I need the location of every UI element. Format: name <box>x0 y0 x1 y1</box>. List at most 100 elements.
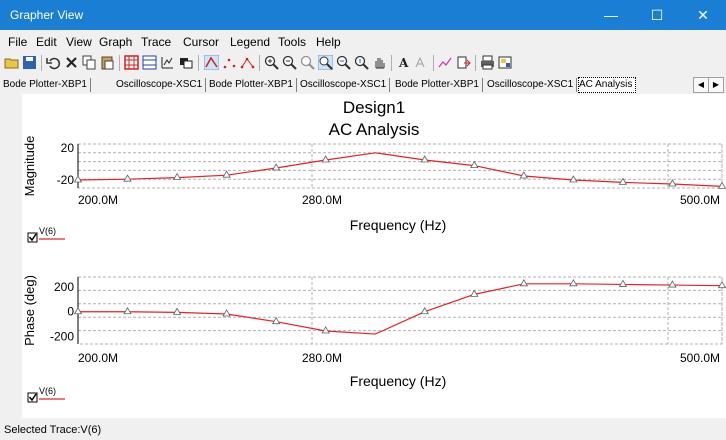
legend-icon[interactable] <box>160 55 175 70</box>
zoom-out-icon[interactable] <box>282 55 297 70</box>
x-tick-label: 500.0M <box>680 193 720 207</box>
close-button[interactable]: ✕ <box>697 7 709 23</box>
trace-point-marker <box>717 280 726 289</box>
trace-point-marker <box>271 163 281 171</box>
tab-ac-analysis[interactable]: AC Analysis <box>578 77 637 93</box>
legend-checkbox <box>27 232 38 243</box>
menu-bar: File Edit View Graph Trace Cursor Legend… <box>0 32 726 52</box>
toolbar-separator <box>259 55 260 71</box>
pan-icon[interactable] <box>372 55 387 70</box>
tab-strip: Bode Plotter-XBP1 Oscilloscope-XSC1 Bode… <box>0 76 726 94</box>
graph-subtitle: AC Analysis <box>328 120 420 139</box>
trace-point-marker <box>470 289 479 297</box>
text-icon[interactable]: A <box>396 55 411 70</box>
line-plot-icon[interactable] <box>204 55 219 70</box>
print-icon[interactable] <box>480 55 495 70</box>
menu-cursor[interactable]: Cursor <box>183 35 220 49</box>
menu-help[interactable]: Help <box>316 35 341 49</box>
trace-point-marker <box>73 175 83 183</box>
y-tick-label: -200 <box>50 330 74 344</box>
trace-point-marker <box>618 279 628 287</box>
tab-bode-plotter-xbp1-3[interactable]: Bode Plotter-XBP1 <box>395 78 483 92</box>
x-axis-label: Frequency (Hz) <box>350 373 446 389</box>
x-tick-label: 500.0M <box>680 351 720 365</box>
tab-oscilloscope-xsc1-3[interactable]: Oscilloscope-XSC1 <box>487 78 578 92</box>
trace-point-marker <box>222 309 231 317</box>
menu-edit[interactable]: Edit <box>36 35 57 49</box>
line-dots-plot-icon[interactable] <box>240 55 255 70</box>
toolbar-separator <box>433 55 434 71</box>
delete-icon[interactable] <box>64 55 79 70</box>
dots-plot-icon[interactable] <box>222 55 237 70</box>
y-axis-label: Magnitude <box>22 136 37 197</box>
toolbar-separator <box>475 55 476 71</box>
paste-icon[interactable] <box>100 55 115 70</box>
trace-point-marker <box>569 175 578 183</box>
trace-point-marker <box>420 306 429 315</box>
maximize-button[interactable]: ☐ <box>650 7 664 23</box>
trace-point-marker <box>519 171 529 179</box>
minimize-button[interactable]: — <box>604 7 618 23</box>
undo-icon[interactable] <box>46 55 61 70</box>
toolbar-separator <box>198 55 199 71</box>
properties-icon[interactable] <box>498 55 513 70</box>
x-tick-label: 280.0M <box>302 193 342 207</box>
status-bar: Selected Trace:V(6) <box>0 420 726 440</box>
trace-point-marker <box>172 307 182 315</box>
menu-graph[interactable]: Graph <box>99 35 133 49</box>
tab-scroll-left-icon[interactable]: ◀ <box>693 77 709 93</box>
trace-icon[interactable] <box>438 55 453 70</box>
tab-bode-plotter-xbp1-2[interactable]: Bode Plotter-XBP1 <box>209 78 297 92</box>
menu-view[interactable]: View <box>66 35 92 49</box>
window-title: Grapher View <box>10 8 84 22</box>
zoom-area-icon[interactable] <box>300 55 315 70</box>
toolbar-separator <box>41 55 42 71</box>
menu-legend[interactable]: Legend <box>230 35 271 49</box>
y-tick-label: 20 <box>61 141 75 155</box>
trace-point-marker <box>569 279 578 287</box>
zoom-full-icon[interactable] <box>318 55 333 70</box>
copy-icon[interactable] <box>82 55 97 70</box>
trace-point-marker <box>668 179 677 187</box>
trace-point-marker <box>123 306 132 315</box>
legend-check-icon <box>28 393 37 402</box>
save-icon[interactable] <box>22 55 37 70</box>
grid-icon[interactable] <box>124 55 139 70</box>
menu-tools[interactable]: Tools <box>278 35 307 49</box>
graph-title: Design1 <box>342 98 406 117</box>
zoom-y-icon[interactable] <box>354 55 369 70</box>
tab-bode-plotter-xbp1-1[interactable]: Bode Plotter-XBP1 <box>3 78 91 92</box>
minor-grid-icon[interactable] <box>142 55 157 70</box>
x-tick-label: 200.0M <box>78 193 118 207</box>
y-tick-label: 0 <box>67 305 74 319</box>
tab-oscilloscope-xsc1-2[interactable]: Oscilloscope-XSC1 <box>300 78 391 92</box>
trace-point-marker <box>271 316 281 325</box>
x-axis-label: Frequency (Hz) <box>350 217 446 233</box>
cursors-icon[interactable] <box>178 55 193 70</box>
open-icon[interactable] <box>4 55 19 70</box>
trace-point-marker <box>222 170 231 178</box>
title-bar[interactable]: Grapher View — ☐ ✕ <box>0 0 726 30</box>
trace-point-marker <box>321 326 330 334</box>
toolbar: A <box>0 52 726 74</box>
trace-point-marker <box>618 177 628 185</box>
trace-point-marker <box>470 160 479 168</box>
y-axis-label: Phase (deg) <box>22 275 37 346</box>
y-tick-label: -20 <box>57 173 75 187</box>
trace-point-marker <box>717 181 726 189</box>
zoom-x-icon[interactable] <box>336 55 351 70</box>
legend-checkbox <box>27 392 38 403</box>
menu-trace[interactable]: Trace <box>141 35 172 49</box>
trace-point-marker <box>321 155 330 163</box>
zoom-in-icon[interactable] <box>264 55 279 70</box>
graph-area[interactable]: Design1 AC Analysis 20 -20 200.0M 280.0M 500… <box>22 94 726 418</box>
tab-oscilloscope-xsc1-1[interactable]: Oscilloscope-XSC1 <box>116 78 207 92</box>
tab-scroll-right-icon[interactable]: ▶ <box>708 77 724 93</box>
menu-file[interactable]: File <box>8 35 28 49</box>
export-icon[interactable] <box>456 55 471 70</box>
trace-line-V(6) <box>78 283 723 335</box>
font-icon[interactable] <box>414 55 429 70</box>
y-tick-label: 200 <box>54 280 74 294</box>
